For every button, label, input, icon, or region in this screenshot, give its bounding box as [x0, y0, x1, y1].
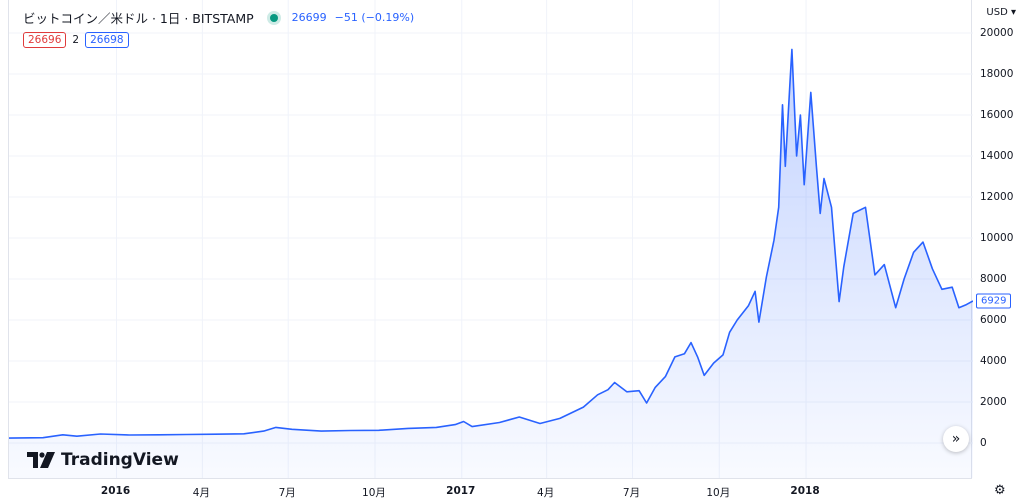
x-tick-label: 2017 — [446, 485, 476, 497]
brand-name: TradingView — [61, 450, 179, 470]
x-tick-label: 2016 — [100, 485, 131, 497]
price-area-fill — [9, 49, 973, 478]
buy-price-button[interactable]: 26698 — [85, 32, 129, 48]
bid-ask-row: 26696 2 26698 — [23, 32, 129, 48]
y-tick-label: 18000 — [980, 68, 1014, 80]
y-tick-label: 6000 — [980, 314, 1007, 326]
y-tick-label: 4000 — [980, 355, 1007, 367]
price-chart[interactable] — [9, 0, 973, 478]
time-axis[interactable]: 2016 4月 7月 10月 2017 4月 7月 10月 2018 — [8, 478, 972, 503]
x-tick-label: 2018 — [790, 485, 820, 497]
y-tick-label: 10000 — [980, 232, 1014, 244]
live-status-icon — [269, 13, 278, 22]
legend-change: −51 (−0.19%) — [334, 11, 415, 24]
gear-icon[interactable]: ⚙ — [994, 483, 1006, 498]
y-tick-label: 14000 — [980, 150, 1014, 162]
x-tick-label: 7月 — [622, 487, 641, 499]
y-tick-label: 2000 — [980, 396, 1007, 408]
currency-selector[interactable]: USD ▾ — [986, 7, 1016, 18]
legend-price: 26699 — [291, 11, 327, 24]
y-tick-label: 0 — [980, 437, 987, 449]
plot-area[interactable]: ビットコイン／米ドル · 1日 · BITSTAMP 26699 −51 (−0… — [8, 0, 973, 478]
price-line — [9, 48, 973, 439]
sell-price-button[interactable]: 26696 — [23, 32, 67, 48]
symbol-title[interactable]: ビットコイン／米ドル · 1日 · BITSTAMP — [23, 11, 254, 26]
tradingview-logo[interactable]: TradingView — [27, 450, 179, 470]
x-tick-label: 10月 — [706, 487, 731, 499]
x-tick-label: 4月 — [192, 487, 210, 499]
y-tick-label: 8000 — [980, 273, 1007, 285]
y-tick-label: 20000 — [980, 27, 1014, 39]
y-tick-label: 12000 — [980, 191, 1014, 203]
x-tick-label: 4月 — [537, 487, 555, 499]
symbol-legend: ビットコイン／米ドル · 1日 · BITSTAMP 26699 −51 (−0… — [23, 8, 414, 27]
scroll-to-realtime-button[interactable]: » — [943, 426, 969, 452]
last-price-label: 6929 — [976, 293, 1012, 309]
x-tick-label: 7月 — [278, 487, 296, 499]
spread-value: 2 — [72, 34, 80, 46]
y-tick-label: 16000 — [980, 109, 1014, 121]
price-axis[interactable]: USD ▾ 0 2000 4000 6000 8000 10000 12000 14000 16… — [972, 0, 1024, 478]
tradingview-logo-icon — [27, 452, 55, 468]
x-tick-label: 10月 — [362, 487, 386, 499]
double-chevron-right-icon: » — [951, 431, 961, 447]
